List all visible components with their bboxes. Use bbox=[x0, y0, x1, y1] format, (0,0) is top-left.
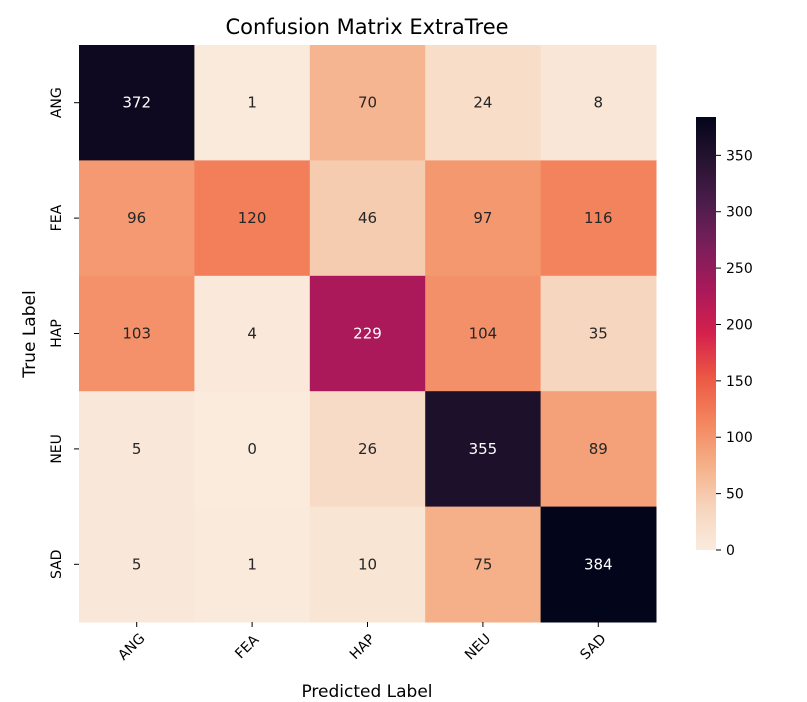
heatmap-cell bbox=[309, 275, 426, 392]
heatmap-cell bbox=[79, 160, 195, 277]
cell-value-label: 229 bbox=[353, 325, 382, 343]
heatmap-cell bbox=[425, 45, 542, 161]
heatmap-cell bbox=[79, 45, 195, 161]
y-tick-label: ANG bbox=[49, 87, 65, 118]
cell-value-label: 1 bbox=[247, 94, 257, 112]
colorbar-tick-label: 50 bbox=[726, 487, 744, 503]
heatmap-cell bbox=[540, 160, 657, 277]
cell-value-label: 10 bbox=[358, 555, 377, 573]
colorbar-tick-label: 250 bbox=[726, 261, 753, 277]
cell-value-label: 97 bbox=[473, 209, 492, 227]
y-tick-label: NEU bbox=[49, 434, 65, 464]
colorbar-tick-label: 100 bbox=[726, 430, 753, 446]
colorbar-tick-label: 350 bbox=[726, 148, 753, 164]
x-tick-label: HAP bbox=[347, 631, 378, 662]
chart-title: Confusion Matrix ExtraTree bbox=[225, 15, 508, 39]
heatmap-cell bbox=[194, 45, 311, 161]
cell-value-label: 8 bbox=[594, 94, 604, 112]
x-tick-label: FEA bbox=[232, 632, 262, 662]
cell-value-label: 103 bbox=[122, 325, 151, 343]
y-axis-title: True Label bbox=[20, 290, 40, 378]
cell-value-label: 116 bbox=[584, 209, 613, 227]
heatmap-cells bbox=[79, 45, 657, 623]
heatmap-cell bbox=[425, 160, 542, 277]
cell-value-label: 4 bbox=[247, 325, 257, 343]
y-tick-label: SAD bbox=[49, 550, 65, 580]
cell-value-label: 355 bbox=[469, 440, 498, 458]
cell-value-label: 96 bbox=[127, 209, 146, 227]
x-tick-label: SAD bbox=[577, 631, 609, 663]
heatmap-cell bbox=[540, 45, 657, 161]
x-tick-label: ANG bbox=[115, 631, 148, 664]
heatmap-cell bbox=[540, 275, 657, 392]
heatmap-cell bbox=[194, 391, 311, 508]
heatmap-cell bbox=[309, 45, 426, 161]
colorbar-tick-label: 300 bbox=[726, 205, 753, 221]
cell-value-label: 1 bbox=[247, 555, 257, 573]
heatmap-cell bbox=[194, 160, 311, 277]
heatmap-cell bbox=[79, 391, 195, 508]
heatmap-cell bbox=[540, 506, 657, 623]
colorbar-tick-label: 0 bbox=[726, 543, 735, 559]
cell-value-label: 5 bbox=[132, 555, 142, 573]
heatmap-cell bbox=[425, 391, 542, 508]
cell-value-label: 46 bbox=[358, 209, 377, 227]
cell-value-label: 89 bbox=[589, 440, 608, 458]
cell-value-label: 120 bbox=[238, 209, 267, 227]
heatmap-cell bbox=[540, 391, 657, 508]
colorbar-ticks: 0 50 100 150 200 250 300 350 bbox=[716, 148, 753, 559]
heatmap-cell bbox=[425, 275, 542, 392]
heatmap-cell bbox=[194, 506, 311, 623]
cell-value-label: 5 bbox=[132, 440, 142, 458]
heatmap-cell bbox=[309, 160, 426, 277]
x-axis-title: Predicted Label bbox=[301, 682, 432, 702]
colorbar bbox=[696, 117, 716, 550]
cell-value-label: 75 bbox=[473, 555, 492, 573]
cell-value-label: 384 bbox=[584, 555, 613, 573]
cell-value-label: 70 bbox=[358, 94, 377, 112]
heatmap-cell bbox=[194, 275, 311, 392]
colorbar-tick-label: 150 bbox=[726, 374, 753, 390]
x-tick-label: NEU bbox=[462, 631, 494, 663]
y-axis-ticks: ANG FEA HAP NEU SAD bbox=[49, 87, 79, 579]
heatmap-cell bbox=[425, 506, 542, 623]
heatmap-cell bbox=[79, 506, 195, 623]
cell-value-label: 26 bbox=[358, 440, 377, 458]
cell-value-label: 104 bbox=[469, 325, 498, 343]
heatmap-cell bbox=[79, 275, 195, 392]
heatmap-cell bbox=[309, 391, 426, 508]
x-axis-ticks: ANG FEA HAP NEU SAD bbox=[115, 622, 610, 664]
colorbar-tick-label: 200 bbox=[726, 317, 753, 333]
heatmap-cell bbox=[309, 506, 426, 623]
cell-value-label: 372 bbox=[122, 94, 151, 112]
cell-value-label: 35 bbox=[589, 325, 608, 343]
cell-value-label: 0 bbox=[247, 440, 257, 458]
y-tick-label: HAP bbox=[49, 319, 65, 348]
cell-value-label: 24 bbox=[473, 94, 492, 112]
y-tick-label: FEA bbox=[49, 204, 65, 231]
